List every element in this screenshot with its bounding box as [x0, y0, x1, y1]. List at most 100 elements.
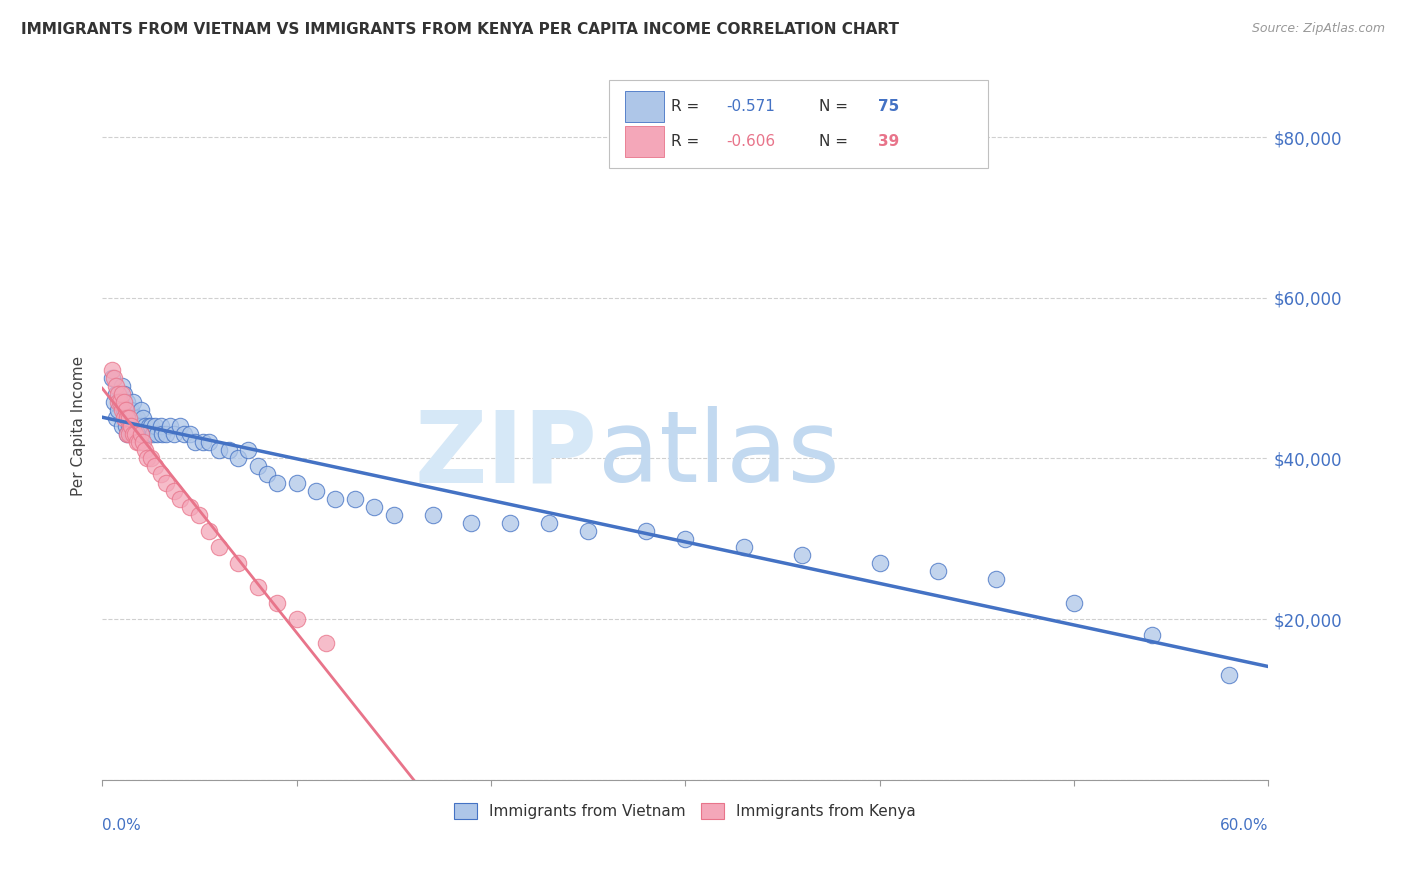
Point [155, 427, 177, 442]
Point [104, 411, 127, 425]
Point [118, 403, 141, 417]
Point [266, 475, 288, 490]
Point [226, 451, 249, 466]
Point [111, 419, 134, 434]
Point [198, 435, 221, 450]
Point [149, 467, 172, 482]
Point [188, 508, 211, 522]
Text: -0.606: -0.606 [725, 134, 775, 149]
Text: 0.0%: 0.0% [103, 819, 141, 833]
Point [363, 500, 385, 514]
Text: 39: 39 [877, 134, 898, 149]
Point [208, 540, 231, 554]
Point [790, 548, 813, 562]
Point [343, 491, 366, 506]
Point [107, 395, 129, 409]
Text: IMMIGRANTS FROM VIETNAM VS IMMIGRANTS FROM KENYA PER CAPITA INCOME CORRELATION C: IMMIGRANTS FROM VIETNAM VS IMMIGRANTS FR… [21, 22, 898, 37]
Point [193, 435, 215, 450]
Point [869, 556, 891, 570]
Point [103, 395, 125, 409]
Point [117, 427, 139, 442]
Point [1218, 668, 1240, 682]
Point [986, 572, 1008, 586]
Point [163, 483, 186, 498]
Point [117, 411, 139, 425]
FancyBboxPatch shape [609, 80, 988, 169]
Point [101, 371, 124, 385]
Point [139, 451, 162, 466]
Point [145, 427, 167, 442]
Point [120, 411, 142, 425]
Point [111, 387, 134, 401]
Point [132, 435, 155, 450]
Point [246, 580, 269, 594]
Point [124, 419, 146, 434]
Point [127, 435, 149, 450]
Point [114, 403, 136, 417]
Text: -0.571: -0.571 [725, 99, 775, 114]
Point [315, 636, 337, 650]
Point [129, 419, 152, 434]
Point [285, 612, 308, 626]
Point [134, 419, 156, 434]
Text: N =: N = [820, 99, 848, 114]
Point [226, 556, 249, 570]
Point [1140, 628, 1163, 642]
Point [112, 403, 135, 417]
Text: 75: 75 [877, 99, 898, 114]
Point [122, 395, 145, 409]
Point [103, 371, 125, 385]
Point [138, 419, 160, 434]
Point [107, 403, 129, 417]
Point [149, 419, 172, 434]
Point [285, 475, 308, 490]
Point [169, 419, 191, 434]
Point [111, 395, 134, 409]
Point [236, 443, 259, 458]
Point [120, 427, 142, 442]
Point [101, 363, 124, 377]
Text: Source: ZipAtlas.com: Source: ZipAtlas.com [1251, 22, 1385, 36]
Point [576, 524, 599, 538]
Point [127, 427, 149, 442]
Point [128, 435, 150, 450]
Point [218, 443, 240, 458]
Point [129, 427, 152, 442]
Point [636, 524, 658, 538]
Point [135, 451, 157, 466]
Point [118, 411, 141, 425]
Point [118, 427, 141, 442]
Point [499, 516, 522, 530]
Text: 60.0%: 60.0% [1220, 819, 1268, 833]
Text: R =: R = [671, 99, 700, 114]
Point [107, 387, 129, 401]
Point [112, 395, 135, 409]
Point [179, 427, 201, 442]
Point [104, 387, 127, 401]
Point [132, 411, 155, 425]
Point [104, 379, 127, 393]
Point [139, 419, 162, 434]
Point [117, 411, 139, 425]
Point [163, 427, 186, 442]
Text: R =: R = [671, 134, 700, 149]
Y-axis label: Per Capita Income: Per Capita Income [72, 356, 86, 496]
Point [114, 419, 136, 434]
Point [108, 395, 131, 409]
Point [114, 403, 136, 417]
Point [128, 419, 150, 434]
Point [118, 419, 141, 434]
Point [382, 508, 405, 522]
Point [266, 596, 288, 610]
Point [122, 427, 145, 442]
Point [246, 459, 269, 474]
Point [179, 500, 201, 514]
Point [208, 443, 231, 458]
Point [111, 403, 134, 417]
Point [460, 516, 482, 530]
Point [1063, 596, 1085, 610]
Point [143, 419, 166, 434]
Point [112, 411, 135, 425]
Point [184, 435, 207, 450]
Point [159, 419, 181, 434]
